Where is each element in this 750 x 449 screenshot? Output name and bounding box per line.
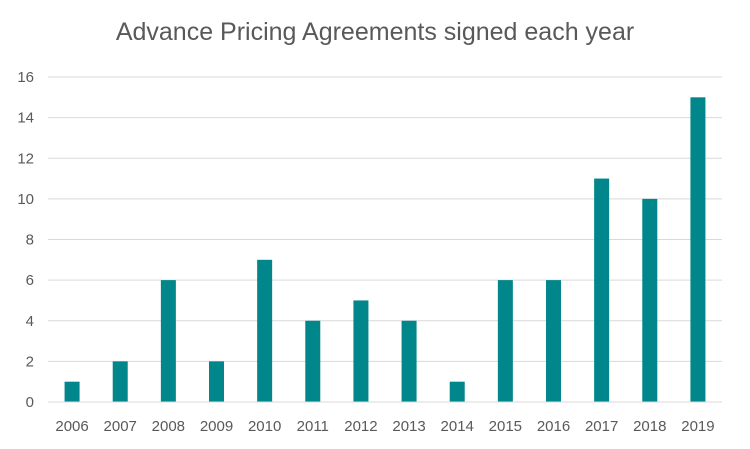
bar-2012 <box>353 300 369 402</box>
y-tick-label: 4 <box>26 313 34 330</box>
x-tick-label: 2009 <box>200 418 233 435</box>
bar-2019 <box>690 97 706 402</box>
x-tick-label: 2018 <box>633 418 666 435</box>
chart-title: Advance Pricing Agreements signed each y… <box>115 18 635 46</box>
bar-2014 <box>449 381 465 402</box>
bar-2015 <box>497 280 513 402</box>
x-tick-label: 2013 <box>392 418 425 435</box>
bar-2009 <box>209 361 224 402</box>
x-tick-label: 2006 <box>55 418 88 435</box>
bar-2007 <box>112 361 128 402</box>
bar-2011 <box>305 320 321 402</box>
bar-2013 <box>401 320 417 402</box>
y-tick-label: 2 <box>26 353 34 370</box>
x-tick-label: 2017 <box>585 418 618 435</box>
bar-2018 <box>642 198 658 402</box>
bar-2006 <box>64 381 80 402</box>
x-tick-label: 2019 <box>681 418 714 435</box>
y-tick-label: 12 <box>17 150 34 167</box>
bar-2010 <box>257 259 273 402</box>
y-tick-label: 14 <box>17 110 34 127</box>
y-tick-label: 8 <box>26 232 34 249</box>
x-tick-label: 2007 <box>104 418 137 435</box>
y-tick-label: 6 <box>26 272 34 289</box>
x-tick-label: 2016 <box>537 418 570 435</box>
x-tick-label: 2008 <box>152 418 185 435</box>
x-tick-label: 2014 <box>441 418 474 435</box>
y-tick-label: 16 <box>17 69 34 86</box>
x-tick-label: 2011 <box>297 418 329 435</box>
x-tick-label: 2012 <box>344 418 377 435</box>
bar-2017 <box>594 178 610 402</box>
bar-2016 <box>546 280 561 402</box>
x-tick-label: 2010 <box>248 418 281 435</box>
y-tick-label: 10 <box>17 191 34 208</box>
bar-2008 <box>160 280 176 402</box>
x-tick-label: 2015 <box>489 418 522 435</box>
y-tick-label: 0 <box>26 394 34 411</box>
